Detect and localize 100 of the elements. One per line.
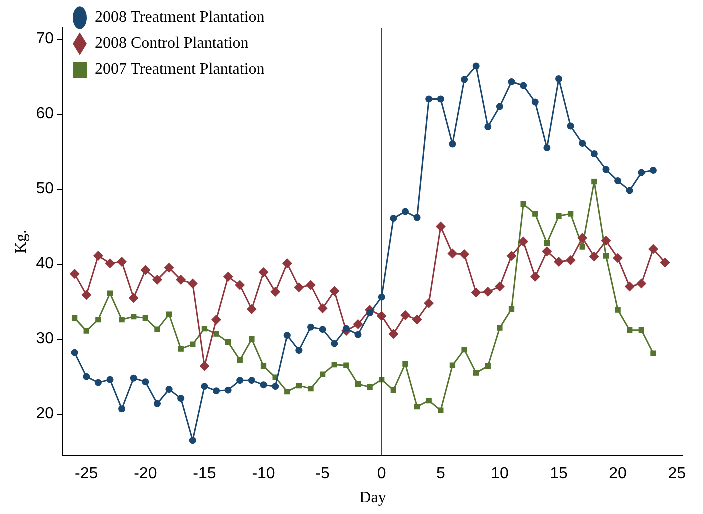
legend-label: 2008 Treatment Plantation xyxy=(94,9,265,26)
point xyxy=(554,257,564,268)
point xyxy=(613,253,624,264)
point xyxy=(308,386,314,392)
point xyxy=(497,325,503,331)
point xyxy=(308,324,314,331)
point xyxy=(202,326,208,332)
point xyxy=(556,213,562,220)
point xyxy=(235,280,246,290)
point xyxy=(178,346,184,352)
point xyxy=(119,316,125,323)
x-tick-label: 10 xyxy=(491,466,509,483)
x-tick-label: 0 xyxy=(377,466,386,483)
x-tick-label: -10 xyxy=(252,466,276,483)
point xyxy=(318,304,328,314)
point xyxy=(284,389,290,395)
point xyxy=(331,340,338,348)
point xyxy=(142,315,148,322)
point xyxy=(366,310,374,317)
x-tick-label: -15 xyxy=(193,466,216,483)
point xyxy=(164,263,174,274)
point xyxy=(117,257,128,268)
point xyxy=(296,347,303,354)
point xyxy=(152,275,162,286)
point xyxy=(449,140,456,148)
point xyxy=(272,383,280,390)
point xyxy=(306,280,316,290)
point xyxy=(294,282,304,293)
point xyxy=(72,315,78,322)
x-tick-label: -5 xyxy=(316,466,330,483)
point xyxy=(270,287,281,298)
legend-label: 2007 Treatment Plantation xyxy=(94,61,265,78)
x-tick-label: -25 xyxy=(75,466,98,483)
point xyxy=(214,331,220,337)
point xyxy=(485,364,491,370)
point xyxy=(118,406,126,413)
y-axis-title: Kg. xyxy=(12,230,30,254)
point xyxy=(532,98,539,106)
point xyxy=(462,346,468,353)
point xyxy=(154,326,160,332)
point xyxy=(107,290,114,296)
point xyxy=(154,400,161,408)
legend-label: 2008 Control Plantation xyxy=(94,35,249,52)
point xyxy=(367,384,373,390)
x-tick-label: 15 xyxy=(550,466,568,483)
x-tick-label: 5 xyxy=(436,466,446,483)
point xyxy=(624,282,635,292)
point xyxy=(520,82,528,90)
point xyxy=(226,339,232,346)
point xyxy=(592,178,598,185)
point xyxy=(578,233,588,244)
point xyxy=(94,379,102,386)
point xyxy=(84,328,90,334)
y-tick-label: 30 xyxy=(36,330,54,348)
point xyxy=(142,378,150,386)
point xyxy=(342,325,350,332)
point xyxy=(388,329,399,340)
point xyxy=(461,76,468,84)
point xyxy=(626,187,634,194)
point xyxy=(282,258,292,269)
point xyxy=(96,316,102,323)
point xyxy=(568,211,574,217)
point xyxy=(460,250,470,260)
point xyxy=(258,268,269,278)
point xyxy=(355,382,362,388)
point xyxy=(212,314,222,325)
point xyxy=(224,386,232,394)
point xyxy=(178,395,185,402)
point xyxy=(650,350,656,356)
point xyxy=(638,169,646,176)
point xyxy=(93,251,104,262)
y-tick-label: 40 xyxy=(36,256,54,273)
point xyxy=(484,124,492,131)
point xyxy=(390,215,398,222)
point xyxy=(508,306,515,312)
point xyxy=(496,103,504,110)
point xyxy=(390,388,396,394)
point xyxy=(71,349,78,356)
point xyxy=(284,332,291,340)
point xyxy=(472,62,480,70)
point xyxy=(471,288,482,298)
point xyxy=(83,373,90,380)
point xyxy=(188,278,198,289)
point xyxy=(601,236,612,246)
point xyxy=(506,251,517,262)
point xyxy=(638,327,644,334)
point xyxy=(627,327,633,334)
point xyxy=(426,96,433,103)
point xyxy=(650,167,657,174)
x-axis-title: Day xyxy=(360,490,386,507)
point xyxy=(532,211,538,217)
point xyxy=(544,240,550,246)
point xyxy=(176,275,186,286)
point xyxy=(201,383,208,390)
point xyxy=(402,208,409,216)
point xyxy=(189,437,196,444)
point xyxy=(237,358,243,364)
point xyxy=(450,362,456,368)
point xyxy=(614,178,622,185)
x-tick-label: 20 xyxy=(609,466,628,483)
